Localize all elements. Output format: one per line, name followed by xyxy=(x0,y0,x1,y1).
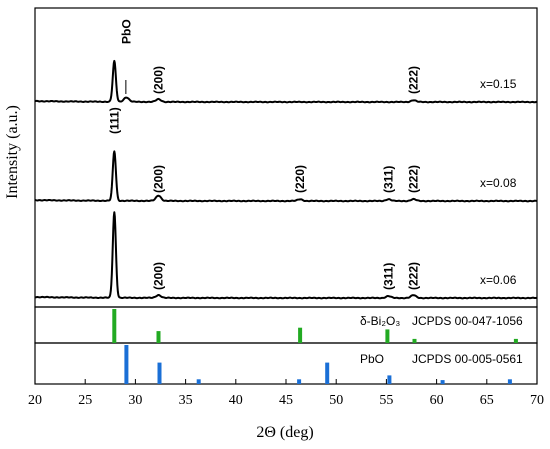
peak-label: PbO xyxy=(119,19,133,44)
reference-line xyxy=(412,338,417,343)
y-axis-title: Intensity (a.u.) xyxy=(4,105,21,199)
reference-phase-label: δ-Bi₂O₃ xyxy=(360,314,400,328)
peak-label: (311) xyxy=(381,166,395,193)
x-tick-label: 35 xyxy=(179,393,193,408)
reference-patterns: δ-Bi₂O₃ JCPDS 00-047-1056 PbO JCPDS 00-005-… xyxy=(112,309,523,384)
xrd-line-x=0.15 xyxy=(34,59,538,104)
x-tick-label: 50 xyxy=(329,393,343,408)
xrd-line-x=0.06 xyxy=(34,211,538,300)
reference-line xyxy=(387,375,392,384)
sample-label: x=0.08 xyxy=(480,176,517,190)
x-tick-label: 60 xyxy=(430,393,444,408)
reference-line xyxy=(325,362,330,384)
x-tick-label: 45 xyxy=(279,393,293,408)
reference-line xyxy=(157,362,162,384)
x-axis: 20 25 30 35 40 45 50 55 60 65 70 xyxy=(28,379,544,408)
peak-label: (200) xyxy=(152,165,166,193)
peak-label: (111) xyxy=(107,107,121,134)
reference-line xyxy=(124,345,129,384)
reference-line xyxy=(440,380,445,384)
peak-label: (222) xyxy=(407,66,421,94)
xrd-patterns xyxy=(34,59,538,300)
xrd-line-x=0.08 xyxy=(34,150,538,203)
reference-line xyxy=(507,379,512,384)
x-tick-label: 30 xyxy=(128,393,142,408)
reference-line xyxy=(513,338,518,343)
reference-line xyxy=(298,327,303,343)
reference-line xyxy=(297,379,302,384)
x-tick-label: 20 xyxy=(28,393,42,408)
sample-label: x=0.06 xyxy=(480,273,517,287)
main-plot-frame xyxy=(34,7,538,308)
x-tick-label: 65 xyxy=(480,393,494,408)
reference-card-label: JCPDS 00-047-1056 xyxy=(412,314,523,328)
reference-line xyxy=(196,379,201,384)
peak-label: (311) xyxy=(381,263,395,290)
peak-label: (200) xyxy=(152,66,166,94)
sample-label: x=0.15 xyxy=(480,77,517,91)
reference-card-label: JCPDS 00-005-0561 xyxy=(412,352,523,366)
reference-line xyxy=(112,309,117,343)
peak-label: (222) xyxy=(407,262,421,290)
x-tick-label: 55 xyxy=(379,393,393,408)
peak-label: (200) xyxy=(152,262,166,290)
reference-phase-label: PbO xyxy=(360,352,384,366)
reference-line xyxy=(156,331,161,343)
x-tick-label: 40 xyxy=(229,393,243,408)
peak-label: (222) xyxy=(407,165,421,193)
x-tick-label: 70 xyxy=(530,393,544,408)
peak-label: (220) xyxy=(293,165,307,193)
x-tick-label: 25 xyxy=(78,393,92,408)
peak-annotations: x=0.15 PbO (200) (222) x=0.08 (111) (200) (220)… xyxy=(107,19,516,290)
reference-line xyxy=(385,329,390,343)
x-axis-title: 2Θ (deg) xyxy=(256,424,313,441)
